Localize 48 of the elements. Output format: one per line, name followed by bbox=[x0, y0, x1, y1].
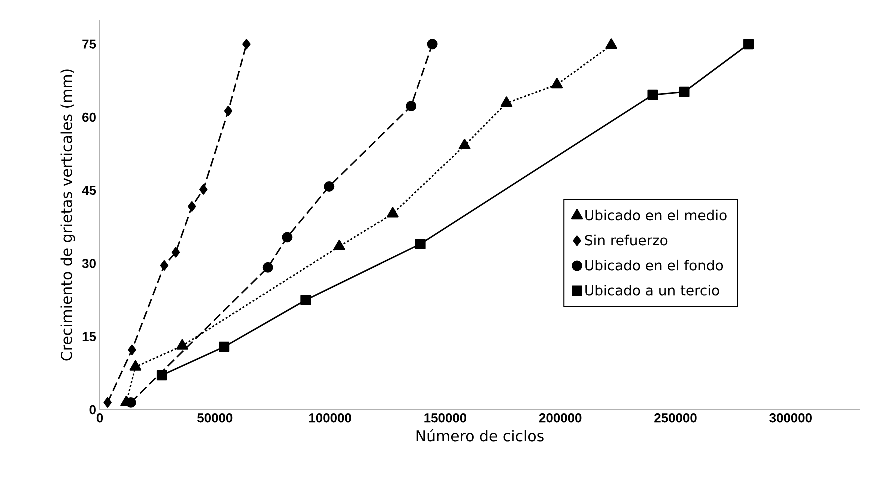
x-axis-title: Número de ciclos bbox=[416, 430, 544, 442]
point bbox=[606, 38, 618, 50]
legend-label: Ubicado en el medio bbox=[586, 210, 727, 221]
legend-label: Ubicado a un tercio bbox=[586, 284, 720, 296]
point bbox=[679, 86, 690, 98]
point bbox=[262, 262, 274, 273]
point bbox=[648, 90, 658, 100]
point bbox=[224, 106, 233, 116]
point bbox=[200, 184, 208, 195]
x-tick-label: 150000 bbox=[424, 414, 467, 423]
x-tick-label: 300000 bbox=[770, 414, 812, 423]
point bbox=[500, 96, 513, 108]
point bbox=[458, 139, 471, 150]
y-tick-label: 15 bbox=[82, 332, 96, 342]
point bbox=[172, 247, 180, 258]
y-tick-label: 30 bbox=[82, 259, 96, 268]
x-tick-label: 0 bbox=[96, 414, 104, 423]
y-tick-label: 45 bbox=[82, 186, 96, 196]
point bbox=[130, 360, 142, 371]
point bbox=[415, 239, 426, 250]
y-axis-title: Crecimiento de grietas verticales (mm) bbox=[60, 70, 76, 361]
point bbox=[104, 397, 112, 408]
y-tick-label: 75 bbox=[82, 40, 96, 49]
point bbox=[427, 39, 438, 50]
legend-label: Ubicado en el fondo bbox=[586, 260, 724, 271]
x-tick-label: 50000 bbox=[198, 414, 233, 423]
point bbox=[744, 39, 754, 50]
y-tick-label: 60 bbox=[82, 112, 96, 122]
point bbox=[156, 370, 168, 381]
point bbox=[128, 344, 136, 356]
point bbox=[176, 339, 188, 350]
point bbox=[219, 342, 230, 352]
point bbox=[551, 78, 564, 89]
legend-label: Sin refuerzo bbox=[585, 234, 668, 246]
point bbox=[160, 260, 169, 271]
point bbox=[406, 101, 417, 112]
point bbox=[126, 397, 136, 408]
point bbox=[334, 240, 346, 250]
point bbox=[188, 201, 196, 212]
point bbox=[324, 181, 335, 192]
point bbox=[282, 232, 293, 243]
x-tick-label: 200000 bbox=[539, 414, 582, 423]
x-tick-label: 250000 bbox=[654, 414, 697, 423]
y-tick-label: 0 bbox=[90, 405, 96, 415]
x-tick-label: 100000 bbox=[310, 414, 352, 423]
point bbox=[242, 39, 251, 50]
point bbox=[387, 207, 399, 218]
point bbox=[300, 295, 312, 306]
